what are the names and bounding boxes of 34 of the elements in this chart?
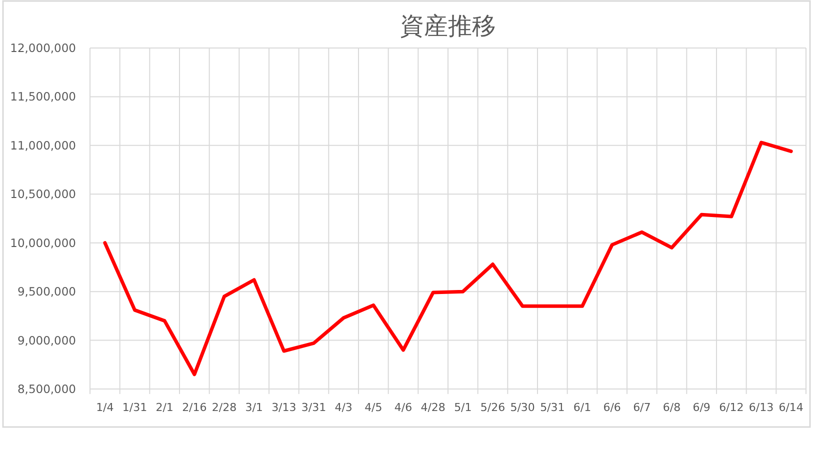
y-tick-label: 10,500,000	[10, 187, 76, 202]
x-tick-label: 4/3	[334, 401, 352, 414]
y-tick-label: 11,000,000	[10, 138, 76, 152]
y-tick-label: 9,000,000	[17, 333, 76, 348]
x-tick-label: 3/1	[245, 401, 263, 414]
x-tick-label: 1/31	[122, 401, 148, 414]
y-tick-label: 10,000,000	[10, 236, 76, 250]
y-tick-label: 11,500,000	[10, 90, 76, 104]
x-tick-label: 2/16	[182, 401, 207, 414]
x-tick-label: 6/13	[748, 401, 774, 414]
x-tick-label: 6/14	[778, 401, 804, 414]
x-tick-label: 4/5	[364, 401, 382, 414]
x-tick-label: 6/1	[573, 401, 592, 414]
x-tick-label: 1/4	[96, 401, 114, 414]
x-tick-label: 6/7	[633, 401, 651, 414]
y-tick-label: 12,000,000	[10, 41, 76, 56]
y-tick-label: 8,500,000	[17, 382, 76, 396]
x-tick-label: 6/6	[603, 401, 621, 414]
x-tick-label: 6/12	[719, 401, 744, 414]
x-tick-label: 6/9	[692, 401, 710, 414]
y-tick-label: 9,500,000	[17, 284, 76, 299]
x-tick-label: 5/31	[540, 401, 565, 414]
x-tick-label: 2/1	[156, 401, 174, 414]
x-tick-label: 5/26	[480, 401, 506, 414]
x-tick-label: 5/1	[454, 401, 472, 414]
x-tick-label: 3/13	[272, 401, 296, 414]
chart-title: 資産推移	[400, 12, 496, 40]
x-tick-label: 2/28	[212, 401, 237, 414]
x-tick-label: 4/6	[394, 401, 412, 414]
x-tick-label: 5/30	[510, 401, 535, 414]
x-tick-label: 3/31	[301, 401, 326, 414]
line-series	[103, 140, 793, 376]
x-tick-label: 4/28	[420, 401, 446, 414]
x-tick-label: 6/8	[662, 401, 681, 414]
